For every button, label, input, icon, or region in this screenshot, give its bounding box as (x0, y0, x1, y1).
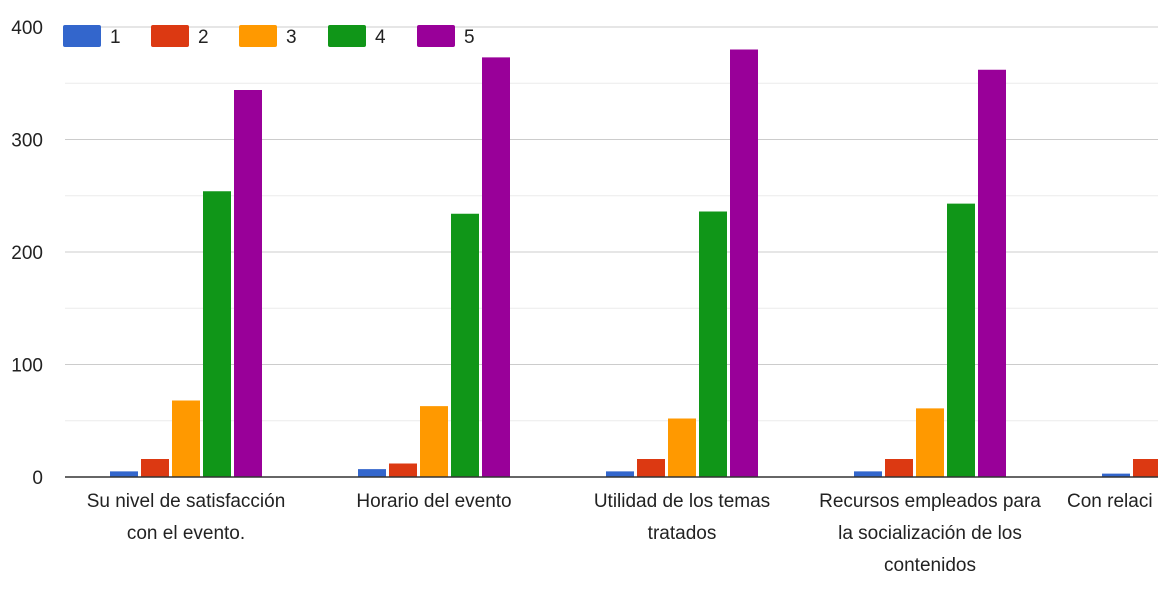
legend-swatch-3 (239, 25, 277, 47)
legend-swatch-2 (151, 25, 189, 47)
x-axis: Su nivel de satisfacción con el evento. Ho… (65, 476, 1158, 576)
bar-series-2[interactable] (637, 459, 665, 477)
x-category-label: Recursos empleados para (819, 491, 1041, 512)
bar-series-1[interactable] (1102, 473, 1130, 477)
bar-series-1[interactable] (854, 471, 882, 477)
bar-series-4[interactable] (451, 213, 479, 477)
bar-series-3[interactable] (916, 408, 944, 477)
bar-series-5[interactable] (730, 49, 758, 478)
x-category-label: Con relaci (1067, 491, 1153, 512)
bar-series-2[interactable] (885, 459, 913, 477)
bar-series-3[interactable] (420, 406, 448, 477)
x-category-label: con el evento. (127, 523, 245, 544)
bar-series-1[interactable] (110, 471, 138, 477)
bars (110, 49, 1158, 478)
bar-series-3[interactable] (172, 400, 200, 478)
y-tick-label: 400 (11, 18, 43, 39)
legend-swatch-1 (63, 25, 101, 47)
y-tick-label: 0 (32, 468, 43, 489)
bar-series-4[interactable] (203, 191, 231, 477)
bar-series-2[interactable] (1133, 459, 1158, 477)
bar-series-2[interactable] (389, 463, 417, 478)
y-axis: 0 100 200 300 400 (11, 18, 43, 489)
bar-series-4[interactable] (947, 203, 975, 477)
x-category-label: Utilidad de los temas (594, 491, 770, 512)
bar-series-1[interactable] (606, 471, 634, 477)
legend: 1 2 3 4 5 (63, 25, 475, 48)
bar-series-1[interactable] (358, 469, 386, 477)
bar-series-2[interactable] (141, 459, 169, 477)
legend-label: 5 (464, 27, 475, 48)
legend-swatch-5 (417, 25, 455, 47)
bar-series-5[interactable] (482, 57, 510, 477)
bar-series-5[interactable] (978, 69, 1006, 477)
bar-series-4[interactable] (699, 211, 727, 478)
legend-label: 1 (110, 27, 121, 48)
legend-label: 3 (286, 27, 297, 48)
y-tick-label: 100 (11, 356, 43, 377)
y-tick-label: 200 (11, 243, 43, 264)
y-tick-label: 300 (11, 131, 43, 152)
bar-series-5[interactable] (234, 90, 262, 477)
x-category-label: contenidos (884, 555, 976, 576)
x-category-label: tratados (648, 523, 717, 544)
x-category-label: la socialización de los (838, 523, 1022, 544)
legend-swatch-4 (328, 25, 366, 47)
x-category-label: Horario del evento (356, 491, 511, 512)
legend-label: 4 (375, 27, 386, 48)
legend-label: 2 (198, 27, 209, 48)
x-category-label: Su nivel de satisfacción (87, 491, 286, 512)
bar-series-3[interactable] (668, 418, 696, 478)
